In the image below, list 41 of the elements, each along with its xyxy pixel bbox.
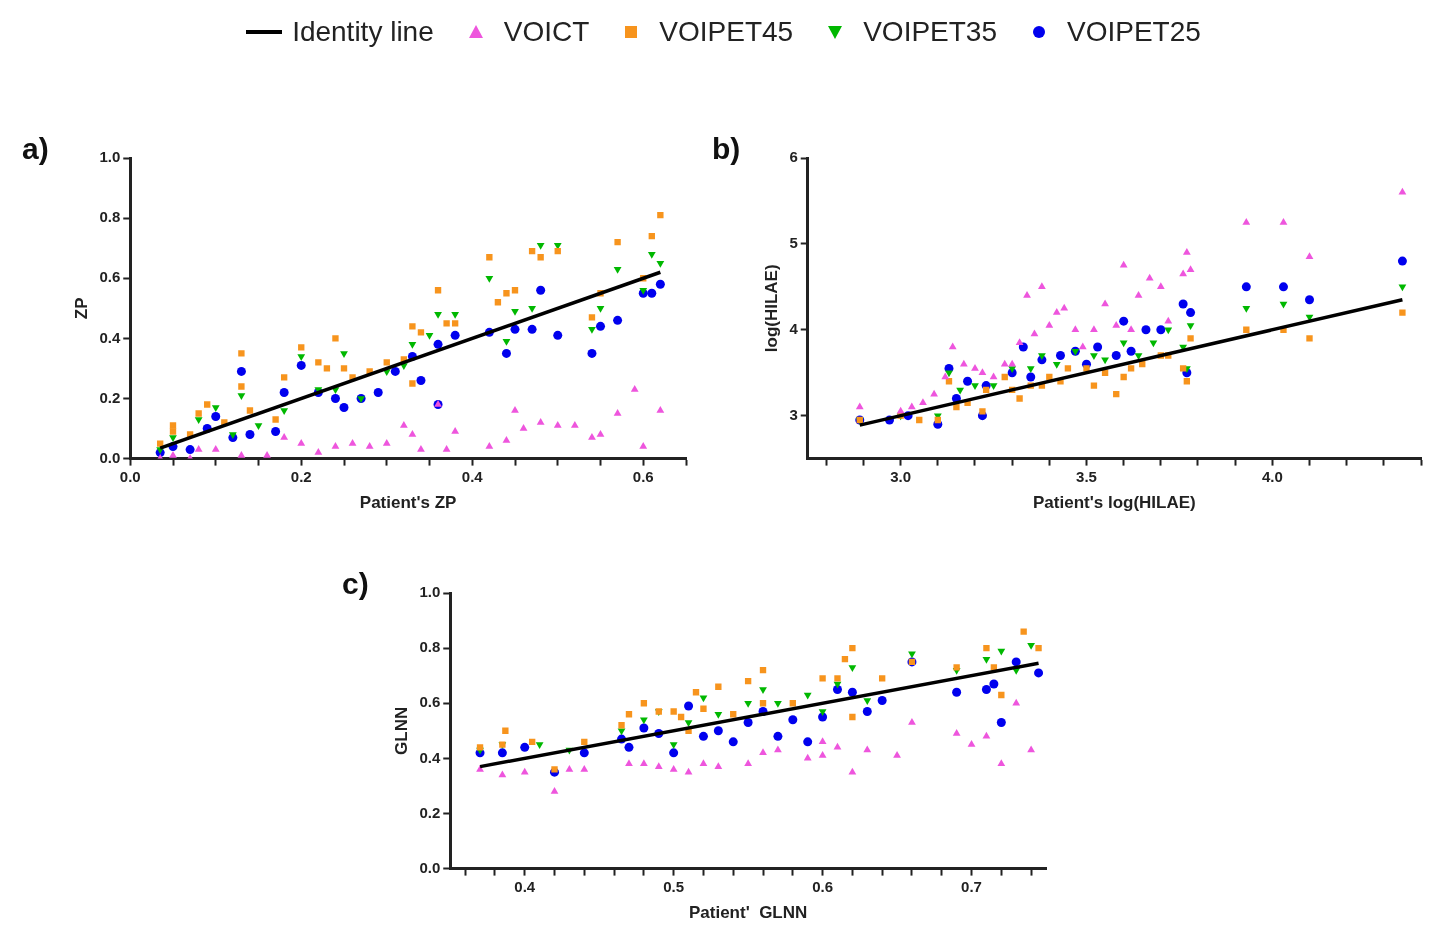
x-tick-label: 0.5 — [663, 877, 685, 895]
x-tick-label: 0.0 — [119, 467, 141, 485]
x-axis-title: Patient's log(HILAE) — [1033, 493, 1196, 513]
legend-label: VOIPET45 — [659, 16, 794, 48]
chart-title: c) — [342, 567, 369, 601]
x-tick-label: 4.0 — [1261, 467, 1283, 485]
x-tick-label: 0.6 — [812, 877, 834, 895]
y-tick-label: 0.6 — [99, 268, 121, 286]
y-tick-label: 4 — [789, 319, 799, 337]
chart-title: b) — [712, 132, 741, 166]
y-tick-label: 0.8 — [99, 208, 121, 226]
y-tick-label: 5 — [789, 234, 798, 252]
x-tick-label: 0.7 — [961, 877, 982, 895]
y-tick-label: 0.4 — [419, 748, 441, 766]
y-tick-label: 1.0 — [419, 583, 441, 601]
legend-label: VOIPET35 — [863, 16, 998, 48]
x-tick-label: 0.2 — [290, 467, 312, 485]
legend-label: VOICT — [503, 16, 590, 48]
y-tick-label: 0.8 — [419, 638, 441, 656]
x-tick-label: 0.4 — [514, 877, 536, 895]
x-tick-label: 0.4 — [461, 467, 484, 485]
x-tick-label: 0.6 — [632, 467, 654, 485]
y-tick-label: 6 — [789, 148, 798, 166]
y-axis-title: GLNN — [391, 706, 411, 755]
legend-label: VOIPET25 — [1067, 16, 1201, 48]
x-tick-label: 3.0 — [890, 467, 912, 485]
legend-label: Identity line — [292, 16, 434, 48]
x-axis-title: Patient' GLNN — [688, 903, 808, 923]
y-tick-label: 3 — [789, 405, 798, 423]
x-tick-label: 3.5 — [1076, 467, 1097, 485]
y-tick-label: 0.2 — [99, 388, 121, 406]
y-axis-title: ZP — [71, 297, 91, 320]
y-tick-label: 0.2 — [419, 803, 441, 821]
y-tick-label: 0.0 — [99, 448, 121, 466]
y-tick-label: 0.0 — [419, 858, 441, 876]
y-axis-title: log(HILAE) — [761, 264, 781, 353]
y-tick-label: 0.4 — [99, 328, 121, 346]
x-axis-title: Patient's ZP — [359, 493, 457, 513]
y-tick-label: 1.0 — [99, 148, 121, 166]
chart-title: a) — [22, 132, 49, 166]
y-tick-label: 0.6 — [419, 693, 441, 711]
